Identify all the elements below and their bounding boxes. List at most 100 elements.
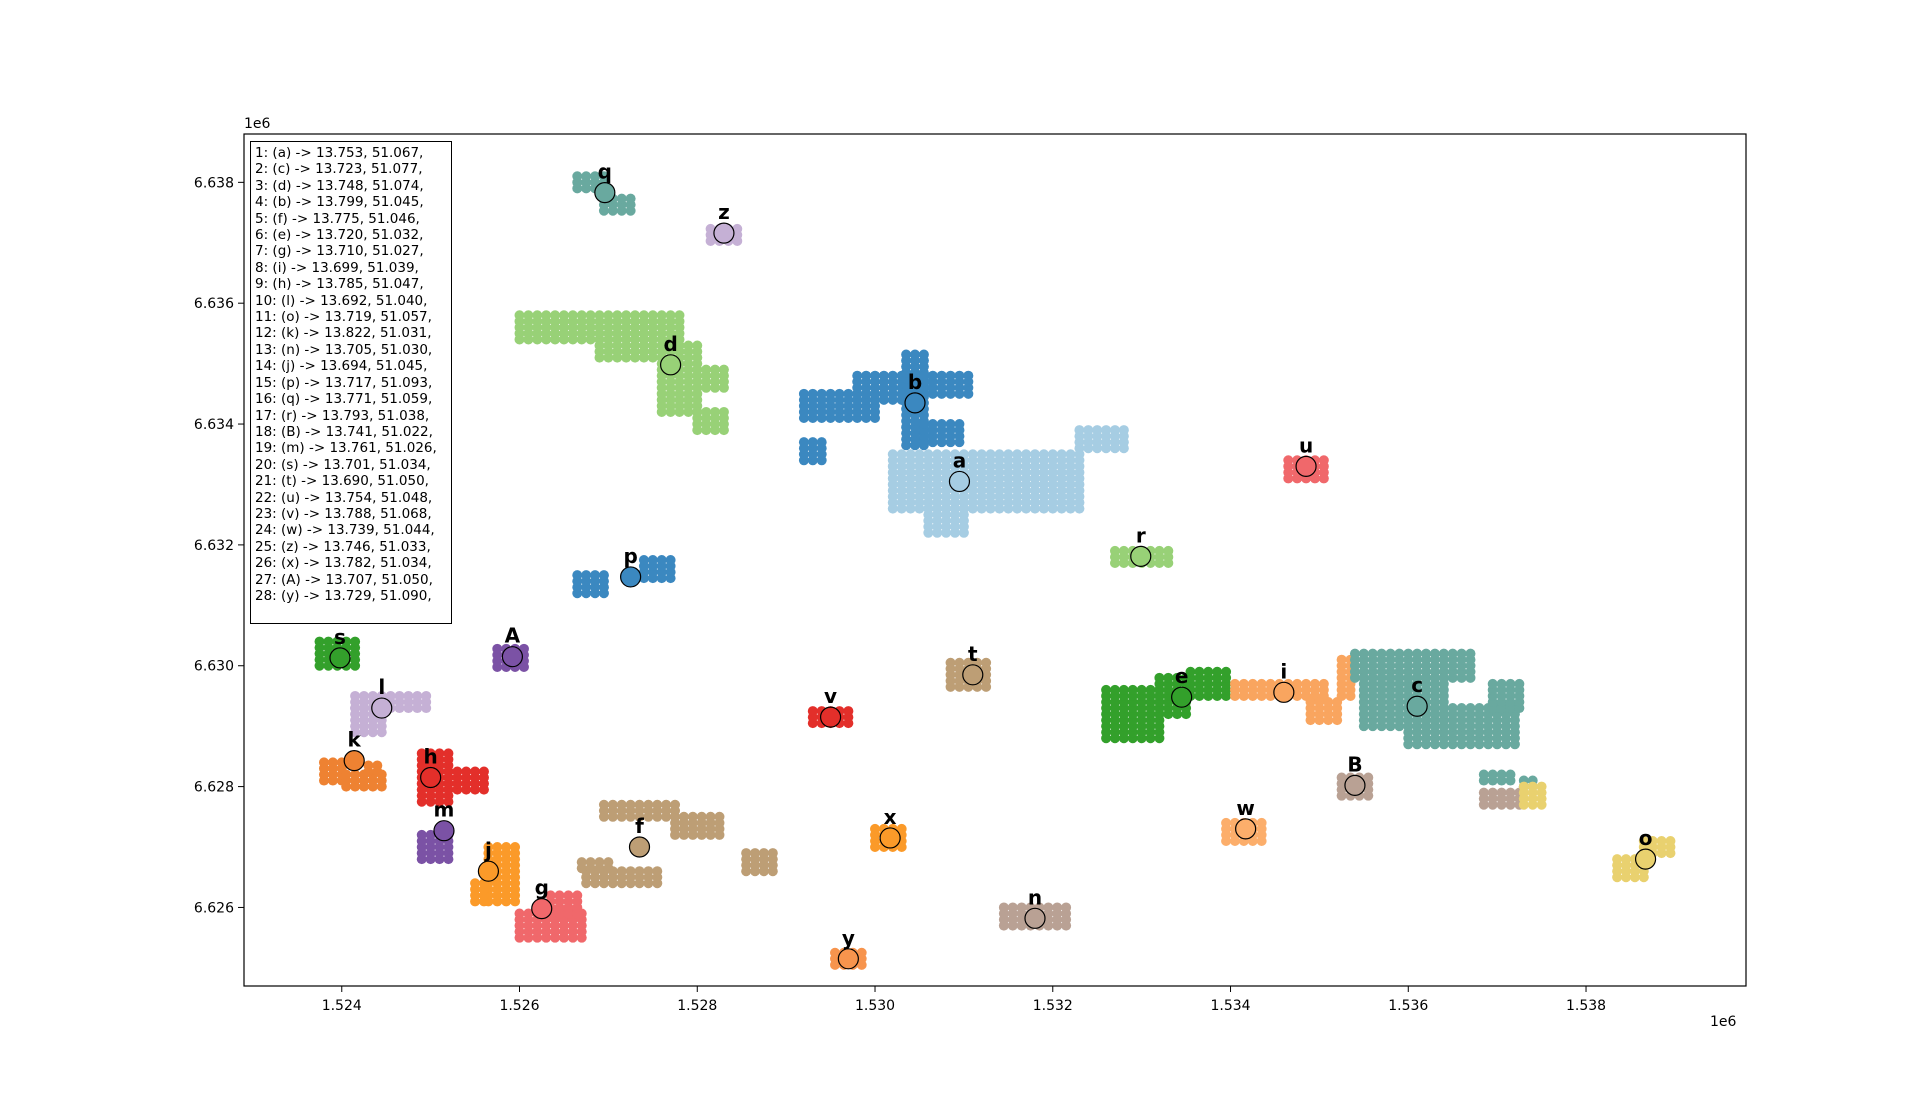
cluster-point	[1527, 781, 1538, 792]
cluster-point	[607, 799, 618, 810]
cluster-point	[478, 766, 489, 777]
legend-box: 1: (a) -> 13.753, 51.067, 2: (c) -> 13.72…	[250, 141, 452, 624]
cluster-point	[1358, 648, 1369, 659]
cluster-p	[572, 555, 676, 599]
cluster-point	[674, 340, 685, 351]
cluster-point	[572, 890, 583, 901]
cluster-point	[1438, 672, 1449, 683]
cluster-point	[1318, 455, 1329, 466]
cluster-point	[1101, 684, 1112, 695]
cluster-point	[332, 636, 343, 647]
cluster-point	[1336, 654, 1347, 665]
x-offset-label: 1e6	[1710, 1014, 1737, 1030]
centroid-marker	[879, 827, 901, 849]
cluster-f	[576, 799, 778, 889]
cluster-point	[1047, 449, 1058, 460]
cluster-point	[550, 310, 561, 321]
cluster-point	[1496, 769, 1507, 780]
legend-entry: 25: (z) -> 13.746, 51.033,	[255, 538, 431, 555]
cluster-point	[852, 370, 863, 381]
cluster-point	[661, 799, 672, 810]
centroid-label: v	[824, 684, 837, 708]
cluster-point	[1038, 449, 1049, 460]
cluster-point	[741, 848, 752, 859]
centroid-label: e	[1175, 664, 1189, 688]
cluster-point	[461, 766, 472, 777]
cluster-e	[1101, 666, 1232, 744]
cluster-point	[1283, 455, 1294, 466]
cluster-point	[927, 370, 938, 381]
cluster-point	[1305, 697, 1316, 707]
cluster-point	[878, 370, 889, 381]
cluster-point	[1474, 703, 1485, 714]
x-axis: 1.524 1.526 1.528 1.530 1.532 1.534 1.536 1.538	[322, 986, 1606, 1014]
legend-entry: 22: (u) -> 13.754, 51.048,	[255, 489, 433, 506]
cluster-point	[976, 449, 987, 460]
cluster-point	[994, 449, 1005, 460]
cluster-point	[1154, 672, 1165, 683]
cluster-point	[687, 811, 698, 822]
cluster-point	[367, 690, 378, 701]
centroid-label: A	[505, 624, 521, 648]
cluster-point	[350, 769, 361, 780]
centroid-label: u	[1299, 433, 1313, 457]
legend-entry: 27: (A) -> 13.707, 51.050,	[255, 571, 433, 588]
centroid-marker	[837, 948, 859, 970]
cluster-point	[630, 310, 641, 321]
cluster-point	[932, 449, 943, 460]
cluster-point	[603, 857, 614, 868]
cluster-point	[927, 419, 938, 430]
legend-entry: 9: (h) -> 13.785, 51.047,	[255, 276, 424, 293]
cluster-point	[1394, 672, 1405, 683]
cluster-point	[1447, 648, 1458, 659]
cluster-point	[1487, 769, 1498, 780]
cluster-point	[1394, 648, 1405, 659]
cluster-point	[901, 349, 912, 360]
centroid-label: m	[434, 798, 455, 822]
cluster-point	[674, 310, 685, 321]
legend-entry: 4: (b) -> 13.799, 51.045,	[255, 194, 424, 211]
cluster-point	[1021, 449, 1032, 460]
cluster-point	[598, 570, 609, 581]
centroid-marker	[1171, 686, 1193, 708]
centroid-marker	[1024, 907, 1046, 929]
cluster-point	[696, 811, 707, 822]
cluster-point	[1514, 678, 1525, 689]
cluster-point	[452, 766, 463, 777]
cluster-point	[443, 748, 454, 759]
cluster-point	[523, 310, 534, 321]
cluster-l	[350, 690, 432, 738]
centroid-marker	[948, 470, 971, 493]
cluster-point	[950, 449, 961, 460]
centroid-marker	[1295, 455, 1317, 477]
cluster-point	[1358, 672, 1369, 683]
cluster-point	[923, 449, 934, 460]
cluster-point	[656, 310, 667, 321]
cluster-point	[1136, 684, 1147, 695]
centroid-marker	[343, 750, 365, 772]
cluster-point	[594, 857, 605, 868]
cluster-point	[954, 657, 965, 668]
cluster-point	[1118, 425, 1129, 436]
cluster-point	[385, 690, 396, 701]
cluster-point	[1074, 425, 1085, 436]
cluster-point	[314, 636, 325, 647]
cluster-point	[985, 449, 996, 460]
cluster-point	[710, 364, 721, 375]
cluster-point	[816, 388, 827, 399]
cluster-point	[950, 503, 961, 514]
cluster-point	[625, 799, 636, 810]
cluster-point	[638, 555, 649, 565]
cluster-point	[705, 811, 716, 822]
cluster-point	[372, 760, 383, 771]
y-offset-label: 1e6	[244, 116, 271, 132]
cluster-point	[816, 437, 827, 448]
cluster-point	[1256, 678, 1267, 689]
cluster-point	[492, 643, 503, 654]
cluster-point	[856, 947, 867, 958]
legend-entry: 17: (r) -> 13.793, 51.038,	[255, 407, 430, 424]
centroid-label: f	[635, 814, 644, 838]
centroid-label: o	[1639, 826, 1653, 850]
cluster-point	[910, 349, 921, 360]
